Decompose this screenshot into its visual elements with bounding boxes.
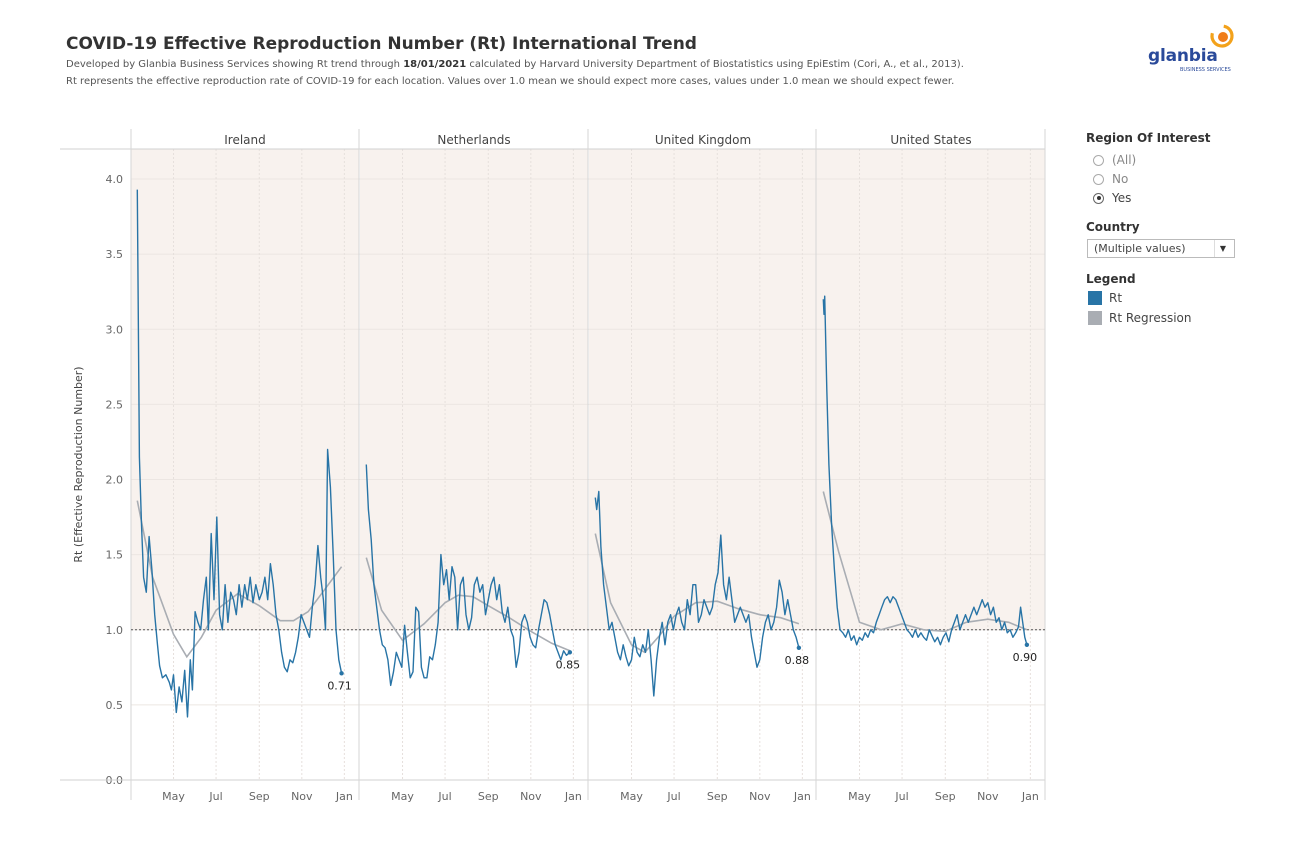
panel-title: Netherlands (437, 133, 510, 147)
legend-label: Rt Regression (1109, 311, 1192, 325)
page-title: COVID-19 Effective Reproduction Number (… (66, 34, 697, 54)
y-tick-label: 1.5 (106, 549, 124, 562)
y-tick-label: 2.5 (106, 398, 124, 411)
legend-label: Rt (1109, 291, 1123, 305)
region-option-label: (All) (1112, 153, 1137, 167)
rt-line (136, 189, 343, 718)
radio-icon[interactable] (1093, 192, 1104, 204)
x-tick-label: Jan (1021, 790, 1039, 803)
x-tick-label: May (848, 790, 871, 803)
country-title: Country (1086, 220, 1140, 234)
rt-end-point (339, 671, 344, 676)
rt-end-point (796, 645, 802, 650)
rt-line (365, 464, 571, 687)
x-tick-label: Nov (291, 790, 313, 803)
rt-end-label: 0.85 (556, 658, 581, 671)
x-tick-label: Sep (478, 790, 499, 803)
country-dropdown[interactable]: (Multiple values) ▼ (1087, 239, 1235, 258)
x-tick-label: Jan (793, 790, 811, 803)
region-option-label: No (1112, 172, 1129, 186)
subtitle-line-1: Developed by Glanbia Business Services s… (66, 59, 964, 70)
panel-title: United States (890, 133, 971, 147)
y-axis-label: Rt (Effective Reproduction Number) (72, 366, 85, 562)
radio-icon[interactable] (1093, 154, 1104, 166)
x-tick-label: Jul (437, 790, 451, 803)
x-tick-label: Jul (666, 790, 680, 803)
region-option-yes[interactable]: Yes (1093, 191, 1131, 205)
region-option-all[interactable]: (All) (1093, 153, 1136, 167)
legend-title: Legend (1086, 272, 1136, 286)
y-tick-label: 3.0 (106, 323, 124, 336)
panel-background-above-threshold (589, 149, 817, 630)
panel-background-above-threshold (360, 149, 588, 630)
rt-end-label: 0.90 (1013, 651, 1038, 664)
x-tick-label: Jul (894, 790, 908, 803)
legend-item[interactable]: Rt (1088, 291, 1122, 305)
legend-item[interactable]: Rt Regression (1088, 311, 1192, 325)
y-tick-label: 0.5 (106, 699, 124, 712)
y-tick-label: 4.0 (106, 173, 124, 186)
rt-end-label: 0.71 (327, 679, 352, 692)
logo-text: glanbia (1148, 46, 1218, 66)
legend-swatch (1088, 291, 1102, 305)
region-option-label: Yes (1112, 191, 1132, 205)
y-tick-label: 2.0 (106, 474, 124, 487)
rt-regression-line (365, 557, 571, 652)
logo-subtext: BUSINESS SERVICES (1180, 67, 1231, 73)
subtitle-after: calculated by Harvard University Departm… (466, 59, 964, 70)
rt-end-label: 0.88 (785, 654, 810, 667)
chevron-down-icon[interactable]: ▼ (1214, 240, 1231, 257)
y-tick-label: 3.5 (106, 248, 124, 261)
x-tick-label: Sep (707, 790, 728, 803)
country-dropdown-value: (Multiple values) (1094, 242, 1186, 255)
x-tick-label: May (162, 790, 185, 803)
rt-end-point (567, 650, 573, 655)
subtitle-date: 18/01/2021 (403, 59, 467, 70)
x-tick-label: Nov (520, 790, 542, 803)
y-tick-label: 1.0 (106, 624, 124, 637)
panel-background-above-threshold (131, 149, 359, 630)
subtitle-line-2: Rt represents the effective reproduction… (66, 76, 955, 87)
glanbia-logo-icon (1210, 24, 1234, 48)
rt-regression-line (822, 491, 1028, 633)
panel-background-above-threshold (817, 149, 1045, 630)
x-tick-label: Nov (749, 790, 771, 803)
x-tick-label: Jan (335, 790, 353, 803)
rt-line (822, 295, 1028, 646)
x-tick-label: May (391, 790, 414, 803)
x-tick-label: Jan (564, 790, 582, 803)
panel-title: Ireland (224, 133, 266, 147)
region-of-interest-title: Region Of Interest (1086, 131, 1211, 145)
region-option-no[interactable]: No (1093, 172, 1128, 186)
x-tick-label: May (620, 790, 643, 803)
panel-title: United Kingdom (655, 133, 751, 147)
x-tick-label: Jul (208, 790, 222, 803)
x-tick-label: Sep (935, 790, 956, 803)
x-tick-label: Sep (249, 790, 270, 803)
x-tick-label: Nov (977, 790, 999, 803)
rt-line (594, 490, 800, 697)
rt-end-point (1024, 642, 1030, 647)
rt-regression-line (594, 533, 800, 654)
subtitle-before: Developed by Glanbia Business Services s… (66, 59, 404, 70)
legend-swatch (1088, 311, 1102, 325)
radio-icon[interactable] (1093, 173, 1104, 185)
